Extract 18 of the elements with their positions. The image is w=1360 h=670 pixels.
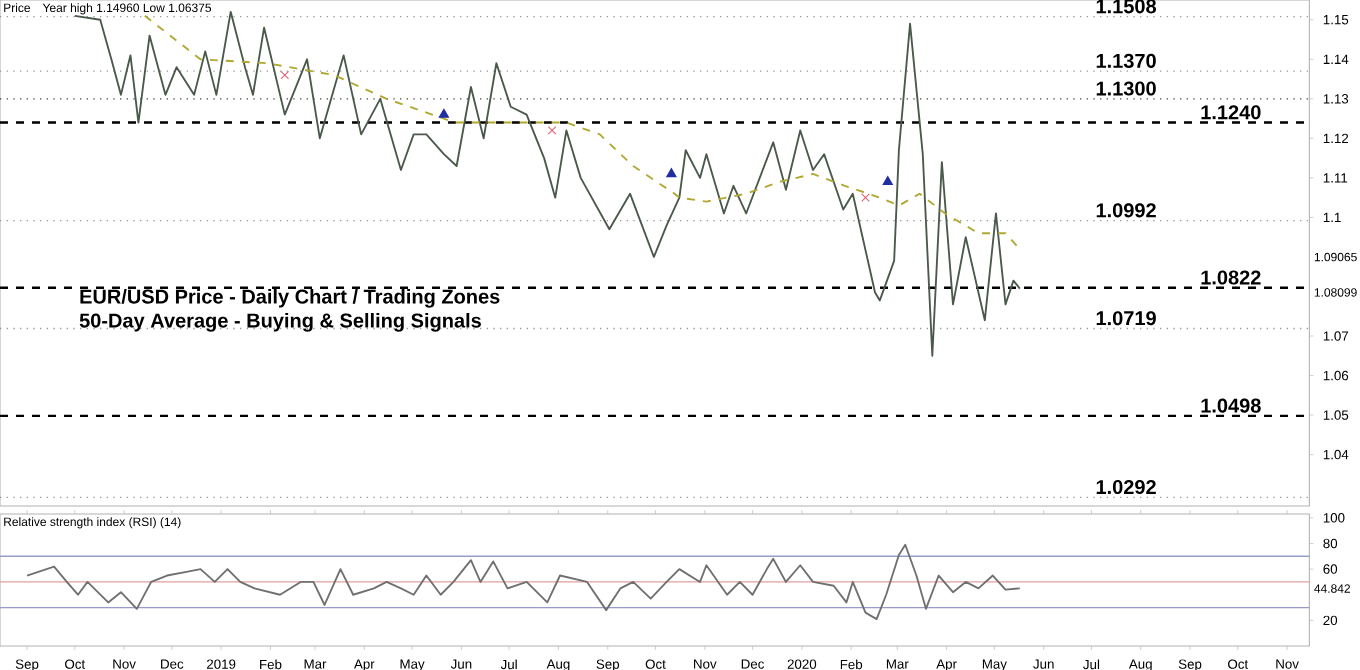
ref-line-label: 1.1508 [1096,0,1157,14]
ref-line-label: 1.1370 [1096,53,1156,68]
ref-line-label: 1.0822 [1201,270,1261,285]
ref-line-label: 1.0719 [1096,311,1156,326]
text: EUR/USD Price - Daily Chart / Trading Zones [80,288,500,308]
point [280,70,290,80]
ref-line-label: 1.0992 [1096,203,1156,218]
ref-line-label: 1.0498 [1201,398,1261,413]
point [438,108,450,118]
point [861,193,870,202]
point [882,175,893,186]
point [666,168,677,178]
text: 50-Day Average - Buying & Selling Signals [79,312,481,332]
line-series [26,543,1021,621]
ref-line-label: 1.1240 [1201,105,1261,120]
ref-line-label: 1.0292 [1096,479,1156,495]
point [547,126,557,135]
ref-line-label: 1.1300 [1096,81,1156,96]
